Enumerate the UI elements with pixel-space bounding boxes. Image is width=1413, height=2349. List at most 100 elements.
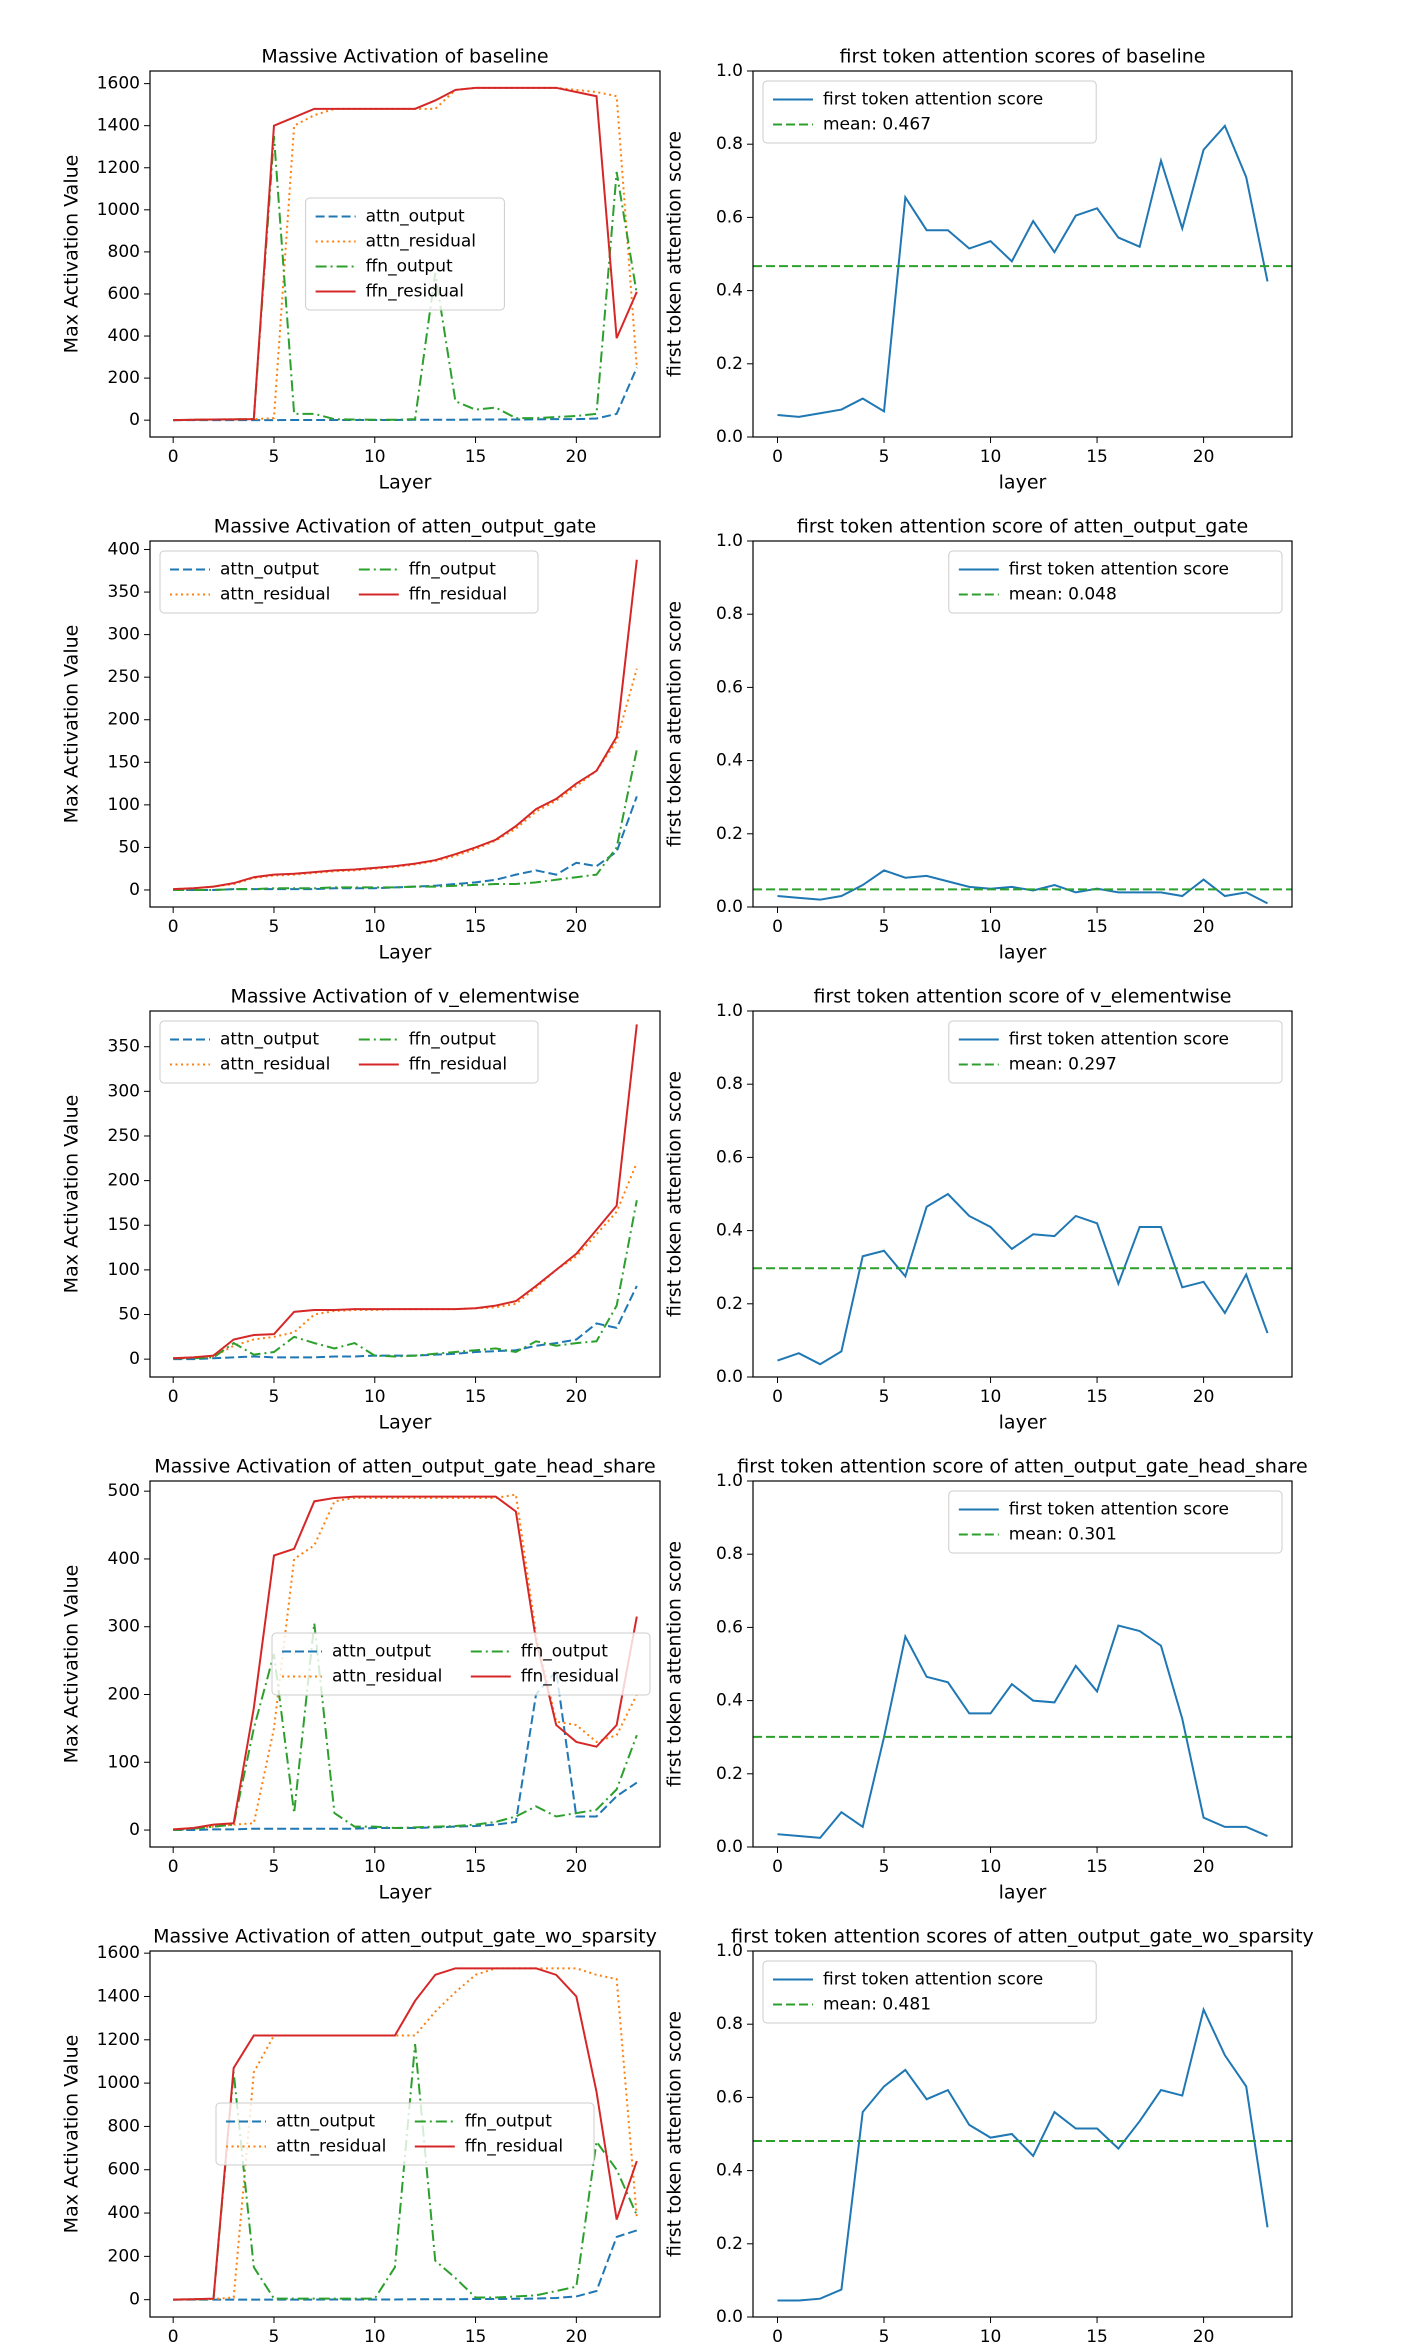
y-axis-label: first token attention score (664, 2011, 686, 2257)
y-tick-label: 300 (108, 1081, 140, 1101)
legend: first token attention score mean: 0.481 (762, 1960, 1097, 2024)
legend-label: ffn_residual (366, 282, 464, 302)
legend-box (762, 80, 1097, 144)
chart-title: Massive Activation of baseline (261, 46, 548, 68)
x-tick-label: 0 (168, 2327, 179, 2347)
y-tick-label: 1.0 (716, 61, 743, 81)
x-tick-label: 0 (772, 447, 783, 467)
x-axis-label: Layer (379, 942, 432, 964)
y-tick-label: 200 (108, 710, 140, 730)
x-tick-label: 20 (1193, 2327, 1215, 2347)
legend-label: mean: 0.048 (1009, 585, 1117, 605)
y-tick-label: 1.0 (716, 1471, 743, 1491)
legend-label: attn_residual (220, 585, 330, 605)
x-tick-label: 15 (1086, 447, 1108, 467)
y-tick-label: 250 (108, 667, 140, 687)
y-tick-label: 1200 (97, 2030, 140, 2050)
y-tick-label: 200 (108, 1171, 140, 1191)
y-tick-label: 0.8 (716, 134, 743, 154)
chart-title: first token attention scores of atten_ou… (731, 1926, 1314, 1948)
series-line (173, 668, 638, 891)
plot-frame (752, 540, 1293, 908)
subplot: first token attention score of v_element… (664, 986, 1293, 1434)
y-tick-label: 150 (108, 752, 140, 772)
y-tick-label: 400 (108, 326, 140, 346)
legend-box (305, 197, 505, 311)
y-tick-label: 1000 (97, 200, 140, 220)
y-tick-label: 0.2 (716, 824, 743, 844)
y-tick-label: 0.2 (716, 354, 743, 374)
y-tick-label: 1400 (97, 116, 140, 136)
y-tick-label: 50 (118, 1305, 140, 1325)
legend-label: attn_output (220, 1030, 319, 1050)
subplot: first token attention scores of baseline… (664, 46, 1293, 494)
y-axis-label: Max Activation Value (61, 625, 83, 824)
x-tick-label: 20 (1193, 1857, 1215, 1877)
legend: first token attention score mean: 0.048 (948, 550, 1283, 614)
y-tick-label: 1400 (97, 1986, 140, 2006)
x-axis-label: layer (999, 472, 1047, 494)
y-tick-label: 1200 (97, 158, 140, 178)
y-tick-label: 250 (108, 1126, 140, 1146)
x-tick-label: 15 (1086, 1857, 1108, 1877)
x-tick-label: 10 (364, 1857, 386, 1877)
legend-label: attn_residual (276, 2137, 386, 2157)
plot-frame (752, 1950, 1293, 2318)
y-tick-label: 200 (108, 368, 140, 388)
plot-frame (149, 1480, 661, 1848)
y-tick-label: 1000 (97, 2073, 140, 2093)
x-tick-label: 5 (269, 447, 280, 467)
y-axis-label: Max Activation Value (61, 2035, 83, 2234)
series-line (777, 869, 1268, 905)
y-tick-label: 0.6 (716, 1617, 743, 1637)
legend-label: attn_residual (220, 1055, 330, 1075)
plot-frame (752, 70, 1293, 438)
legend-label: first token attention score (823, 90, 1043, 110)
series-line (173, 559, 638, 891)
plot-frame (149, 1950, 661, 2318)
legend-label: attn_output (220, 560, 319, 580)
x-tick-label: 15 (465, 2327, 487, 2347)
y-tick-label: 400 (108, 540, 140, 560)
y-tick-label: 0.4 (716, 1691, 743, 1711)
legend-label: ffn_residual (465, 2137, 563, 2157)
subplot: Massive Activation of v_elementwise 0 5 10 1… (61, 986, 661, 1434)
x-tick-label: 5 (879, 2327, 890, 2347)
y-tick-label: 0.0 (716, 427, 743, 447)
legend-label: attn_residual (366, 232, 476, 252)
legend: attn_output attn_residual ffn_output ffn_re… (159, 550, 539, 614)
x-tick-label: 5 (879, 447, 890, 467)
series-line (777, 124, 1269, 418)
y-tick-label: 0 (129, 410, 140, 430)
series-line (173, 2044, 638, 2301)
legend: attn_output attn_residual ffn_output ffn_re… (271, 1632, 651, 1696)
x-tick-label: 20 (566, 2327, 588, 2347)
y-tick-label: 800 (108, 2116, 140, 2136)
x-tick-label: 0 (772, 1857, 783, 1877)
chart-title: first token attention scores of baseline (840, 46, 1206, 68)
legend-box (159, 1020, 539, 1084)
legend-label: first token attention score (1009, 1500, 1229, 1520)
y-tick-label: 0.2 (716, 1294, 743, 1314)
legend: attn_output attn_residual ffn_output ffn_re… (215, 2102, 595, 2166)
subplot: first token attention score of atten_out… (664, 1456, 1308, 1904)
chart-title: first token attention score of atten_out… (797, 516, 1248, 538)
y-tick-label: 0.0 (716, 1837, 743, 1857)
y-tick-label: 1.0 (716, 1941, 743, 1961)
y-tick-label: 200 (108, 2246, 140, 2266)
legend-label: ffn_output (409, 1030, 496, 1050)
legend-box (948, 550, 1283, 614)
subplot: Massive Activation of atten_output_gate_… (61, 1456, 661, 1904)
x-tick-label: 20 (1193, 917, 1215, 937)
legend-label: ffn_output (521, 1642, 608, 1662)
y-tick-label: 0.8 (716, 1544, 743, 1564)
x-tick-label: 10 (364, 2327, 386, 2347)
y-tick-label: 0 (129, 1349, 140, 1369)
legend: first token attention score mean: 0.297 (948, 1020, 1283, 1084)
x-tick-label: 15 (1086, 2327, 1108, 2347)
legend-box (948, 1020, 1283, 1084)
x-tick-label: 15 (465, 1387, 487, 1407)
x-tick-label: 5 (879, 1387, 890, 1407)
